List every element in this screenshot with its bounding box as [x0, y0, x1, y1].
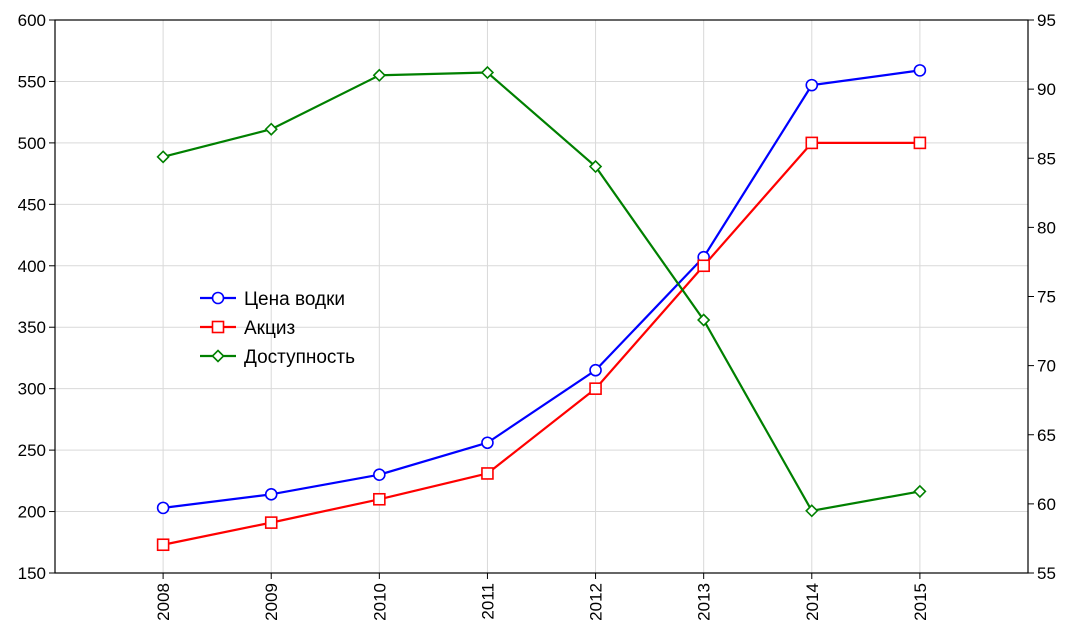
y2-tick-label: 90 [1037, 80, 1056, 99]
data-point [913, 136, 927, 150]
legend-marker [211, 291, 225, 305]
y-tick-label: 350 [18, 318, 46, 337]
x-tick-label: 2009 [262, 583, 281, 621]
data-point [373, 468, 386, 481]
data-point [481, 467, 494, 480]
y2-tick-label: 85 [1037, 149, 1056, 168]
data-point [481, 436, 494, 450]
y-tick-label: 450 [18, 195, 46, 214]
data-point [913, 64, 927, 77]
x-tick-label: 2011 [478, 583, 497, 620]
legend-marker [211, 349, 225, 363]
plot-frame [54, 19, 1029, 574]
data-point [264, 122, 278, 136]
x-tick-label: 2013 [695, 583, 714, 621]
axes: 150 200 250 300 350 400 450 500 550 600 55 60 65 70 75… [18, 11, 1056, 621]
legend-item: Акциз [200, 318, 295, 339]
legend: Цена водки Акциз Доступность [200, 289, 355, 368]
series-3 [156, 65, 927, 518]
series-line [162, 69, 921, 509]
y2-tick-label: 95 [1037, 11, 1056, 30]
data-point [372, 68, 386, 82]
y-tick-label: 500 [18, 134, 46, 153]
series [156, 64, 927, 552]
y-tick-label: 250 [18, 441, 46, 460]
legend-item: Доступность [200, 347, 355, 368]
data-point [805, 136, 819, 150]
y-tick-label: 150 [18, 564, 46, 583]
y2-tick-label: 55 [1037, 564, 1056, 583]
y-tick-label: 300 [18, 380, 46, 399]
data-point [805, 504, 819, 518]
data-point [373, 492, 386, 506]
y2-tick-label: 65 [1037, 426, 1056, 445]
grid [55, 20, 1028, 573]
data-point [589, 363, 602, 377]
data-point [156, 538, 170, 552]
y2-tick-label: 70 [1037, 357, 1056, 376]
series-line [162, 141, 920, 546]
data-point [588, 159, 603, 174]
x-tick-label: 2015 [911, 583, 930, 621]
legend-label: Доступность [244, 347, 355, 368]
legend-label: Акциз [244, 318, 295, 339]
x-tick-label: 2008 [154, 583, 173, 621]
legend-marker [211, 320, 225, 334]
series-2 [156, 136, 927, 552]
x-tick-label: 2010 [370, 583, 389, 621]
y2-tick-label: 80 [1037, 218, 1056, 237]
y2-tick-label: 60 [1037, 495, 1056, 514]
data-point [805, 78, 819, 92]
data-point [480, 65, 495, 80]
y-tick-label: 550 [18, 72, 46, 91]
data-point [264, 488, 278, 501]
y-tick-label: 400 [18, 257, 46, 276]
y2-tick-label: 75 [1037, 288, 1056, 307]
data-point [156, 150, 170, 164]
legend-label: Цена водки [244, 289, 345, 310]
y-tick-label: 200 [18, 503, 46, 522]
data-point [589, 382, 602, 395]
data-point [697, 259, 710, 273]
data-point [264, 516, 278, 529]
series-line [162, 71, 921, 512]
data-point [697, 313, 711, 327]
x-tick-label: 2014 [803, 583, 822, 621]
x-tick-label: 2012 [587, 583, 606, 621]
legend-item: Цена водки [200, 289, 345, 310]
y-tick-label: 600 [18, 11, 46, 30]
data-point [156, 501, 170, 515]
data-point [913, 484, 927, 499]
